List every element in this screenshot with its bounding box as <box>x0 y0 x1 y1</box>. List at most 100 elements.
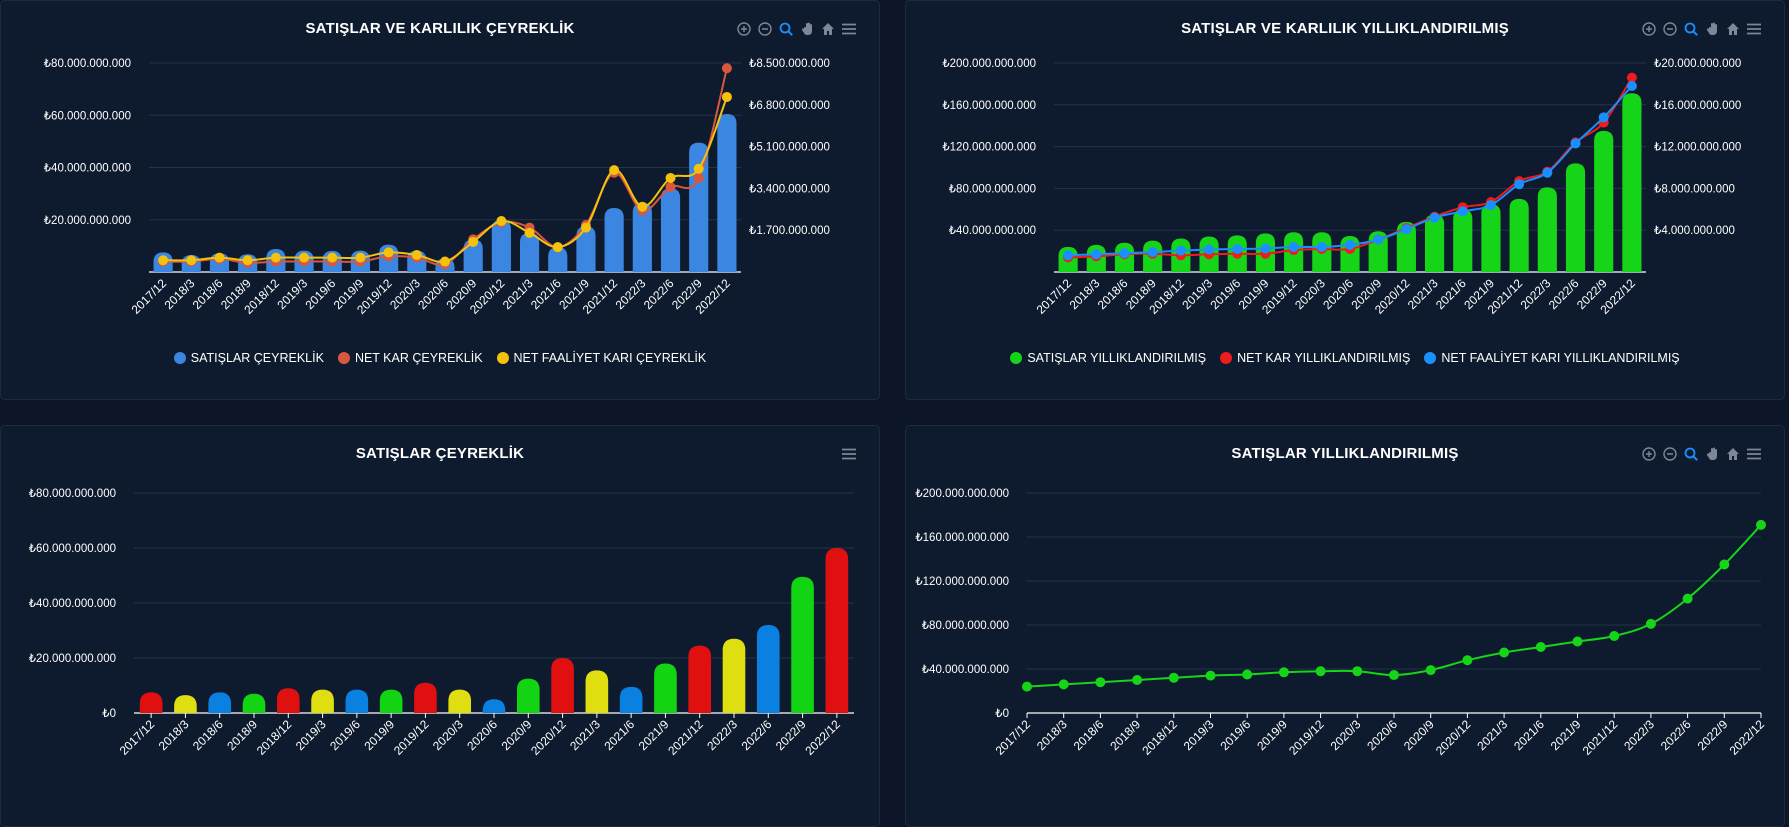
x-tick-label: 2022/12 <box>1727 717 1768 758</box>
x-tick-label: 2021/3 <box>1474 717 1510 753</box>
data-point <box>1609 631 1620 641</box>
menu-icon[interactable] <box>1746 446 1762 462</box>
chart-title: SATIŞLAR VE KARLILIK ÇEYREKLİK <box>305 20 575 37</box>
y2-tick-label: ₺16.000.000.000 <box>1654 100 1741 112</box>
legend-item[interactable]: NET KAR YILLIKLANDIRILMIŞ <box>1220 351 1410 365</box>
x-tick-label: 2019/3 <box>1181 717 1217 753</box>
data-point <box>637 201 648 212</box>
zoom-out-icon[interactable] <box>1662 21 1678 37</box>
data-point <box>580 222 591 233</box>
legend-item[interactable]: SATIŞLAR YILLIKLANDIRILMIŞ <box>1010 351 1206 365</box>
legend-marker <box>1010 352 1023 364</box>
home-reset-icon[interactable] <box>1725 446 1741 462</box>
y2-tick-label: ₺8.500.000.000 <box>749 58 830 70</box>
selection-zoom-icon[interactable] <box>778 21 794 37</box>
legend-label: SATIŞLAR ÇEYREKLİK <box>190 351 324 365</box>
y-tick-label: ₺20.000.000.000 <box>29 653 116 665</box>
y-tick-label: ₺40.000.000.000 <box>949 225 1036 237</box>
x-tick-label: 2019/6 <box>1217 717 1253 753</box>
bar <box>1453 209 1473 272</box>
x-tick-label: 2021/3 <box>500 276 536 312</box>
data-point <box>665 182 676 193</box>
data-point <box>1168 672 1179 683</box>
bar <box>1622 93 1642 273</box>
x-tick-label: 2022/9 <box>1695 717 1731 753</box>
chart-title: SATIŞLAR ÇEYREKLİK <box>355 445 525 462</box>
menu-icon[interactable] <box>1746 21 1762 37</box>
bar <box>717 113 737 272</box>
data-point <box>1058 679 1069 690</box>
y2-tick-label: ₺1.700.000.000 <box>749 225 830 237</box>
zoom-in-icon[interactable] <box>1641 446 1657 462</box>
x-tick-label: 2019/6 <box>303 276 339 312</box>
data-point <box>1462 655 1473 666</box>
home-reset-icon[interactable] <box>1725 21 1741 37</box>
x-tick-label: 2020/6 <box>1320 276 1356 312</box>
bar <box>825 548 849 713</box>
chart-legend: SATIŞLAR YILLIKLANDIRILMIŞ NET KAR YILLIK… <box>906 351 1784 365</box>
legend-item[interactable]: NET KAR ÇEYREKLİK <box>337 351 483 365</box>
bar <box>756 625 780 713</box>
zoom-out-icon[interactable] <box>757 21 773 37</box>
y2-tick-label: ₺4.000.000.000 <box>1654 225 1735 237</box>
menu-icon[interactable] <box>841 21 857 37</box>
pan-hand-icon[interactable] <box>1704 446 1720 462</box>
chart-title: SATIŞLAR YILLIKLANDIRILMIŞ <box>1231 445 1459 462</box>
legend-item[interactable]: NET FAALİYET KARI ÇEYREKLİK <box>496 351 706 365</box>
y-tick-label: ₺20.000.000.000 <box>44 215 131 227</box>
data-point <box>383 247 394 258</box>
x-tick-label: 2018/6 <box>1095 276 1131 312</box>
x-tick-label: 2022/6 <box>1546 276 1582 312</box>
menu-icon[interactable] <box>841 446 857 462</box>
zoom-out-icon[interactable] <box>1662 446 1678 462</box>
zoom-in-icon[interactable] <box>1641 21 1657 37</box>
data-point <box>355 252 366 263</box>
data-point <box>440 256 450 267</box>
home-reset-icon[interactable] <box>820 21 836 37</box>
bar <box>576 226 596 272</box>
legend-item[interactable]: NET FAALİYET KARI YILLIKLANDIRILMIŞ <box>1424 351 1680 365</box>
data-point <box>1232 244 1243 255</box>
chart-svg: ₺40.000.000.000 ₺80.000.000.000 ₺120.000.0… <box>942 58 1741 317</box>
y-tick-label: ₺60.000.000.000 <box>29 543 116 555</box>
legend-marker <box>337 352 350 364</box>
data-point <box>1457 206 1468 217</box>
bar <box>791 576 814 713</box>
chart-svg: ₺20.000.000.000 ₺40.000.000.000 ₺60.000.00… <box>44 58 830 317</box>
x-tick-label: 2021/3 <box>567 717 603 753</box>
x-tick-label: 2020/6 <box>464 717 500 753</box>
bar <box>1537 187 1557 272</box>
data-point <box>1352 666 1363 677</box>
y2-tick-label: ₺6.800.000.000 <box>749 100 830 112</box>
pan-hand-icon[interactable] <box>1704 21 1720 37</box>
data-point <box>1572 636 1583 647</box>
data-point <box>1598 112 1609 123</box>
data-point <box>1401 224 1412 235</box>
x-tick-label: 2019/6 <box>1208 276 1244 312</box>
legend-item[interactable]: SATIŞLAR ÇEYREKLİK <box>173 351 324 365</box>
data-point <box>1389 670 1399 681</box>
x-tick-label: 2017/12 <box>129 276 170 317</box>
x-tick-label: 2020/9 <box>1401 717 1437 753</box>
y-tick-label: ₺40.000.000.000 <box>44 163 131 175</box>
data-point <box>270 252 281 263</box>
x-tick-label: 2019/12 <box>1286 717 1327 758</box>
selection-zoom-icon[interactable] <box>1683 21 1699 37</box>
x-tick-label: 2018/3 <box>1067 276 1103 312</box>
data-point <box>1719 559 1730 570</box>
bar <box>1481 204 1501 272</box>
x-tick-label: 2017/12 <box>993 717 1034 758</box>
chart-svg: ₺0 ₺40.000.000.000 ₺80.000.000.000 ₺120.000… <box>915 488 1768 758</box>
data-point <box>186 255 197 266</box>
zoom-in-icon[interactable] <box>736 21 752 37</box>
selection-zoom-icon[interactable] <box>1683 446 1699 462</box>
data-point <box>1147 247 1158 258</box>
data-point <box>1373 234 1384 245</box>
y-tick-label: ₺0 <box>102 708 116 720</box>
pan-hand-icon[interactable] <box>799 21 815 37</box>
x-tick-label: 2020/3 <box>1292 276 1328 312</box>
x-tick-label: 2017/12 <box>117 717 158 758</box>
data-point <box>1499 647 1510 658</box>
bar <box>1509 198 1529 272</box>
bar <box>463 239 483 272</box>
